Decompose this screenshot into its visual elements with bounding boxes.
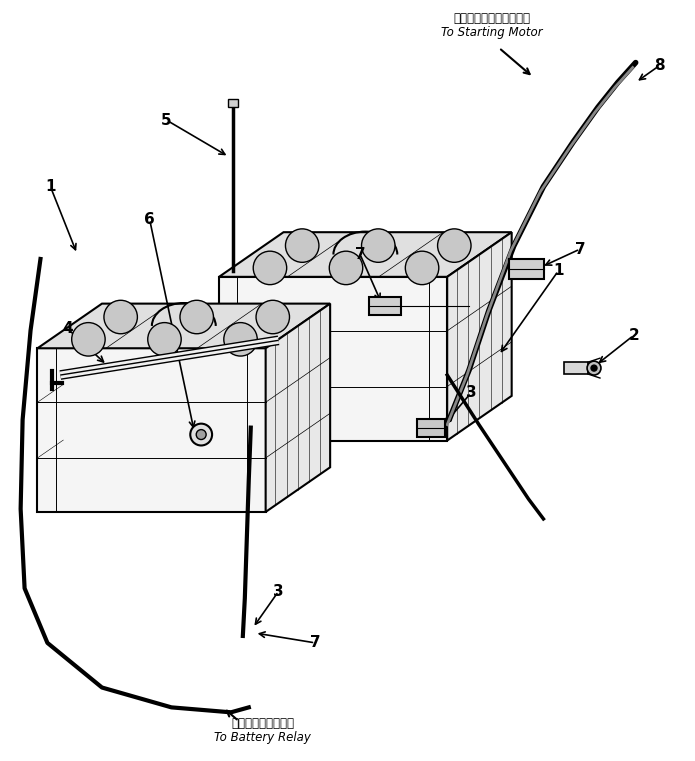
Text: スターティングモータへ: スターティングモータへ [453, 12, 530, 25]
Text: 7: 7 [354, 247, 365, 262]
Circle shape [591, 365, 597, 371]
Text: 6: 6 [145, 212, 155, 227]
Bar [418, 419, 445, 437]
Text: 1: 1 [45, 179, 56, 194]
Bar [369, 297, 400, 314]
Polygon shape [265, 304, 330, 512]
Text: 8: 8 [654, 58, 665, 73]
Circle shape [104, 301, 138, 334]
Text: To Battery Relay: To Battery Relay [214, 731, 311, 743]
Circle shape [148, 323, 181, 356]
Text: バッテリーリレーへ: バッテリーリレーへ [231, 717, 294, 730]
Circle shape [286, 229, 319, 263]
Circle shape [405, 251, 439, 285]
Text: 7: 7 [310, 635, 320, 651]
Circle shape [224, 323, 257, 356]
Text: 3: 3 [273, 584, 284, 599]
Text: 7: 7 [575, 241, 585, 256]
Circle shape [361, 229, 395, 263]
Text: 1: 1 [553, 263, 564, 279]
Polygon shape [38, 304, 330, 349]
Text: 4: 4 [62, 321, 72, 336]
Circle shape [190, 424, 212, 445]
Text: 2: 2 [628, 328, 639, 343]
Text: 3: 3 [466, 385, 476, 400]
Circle shape [180, 301, 213, 334]
Text: To Starting Motor: To Starting Motor [441, 27, 543, 40]
Circle shape [72, 323, 105, 356]
Polygon shape [38, 349, 265, 512]
Circle shape [587, 361, 601, 375]
Bar [228, 99, 238, 107]
Circle shape [329, 251, 363, 285]
Bar [564, 362, 588, 374]
Polygon shape [219, 232, 512, 277]
Polygon shape [447, 232, 512, 441]
Circle shape [438, 229, 471, 263]
Circle shape [196, 430, 206, 440]
Bar [509, 259, 544, 279]
Circle shape [253, 251, 287, 285]
Text: 5: 5 [161, 113, 172, 128]
Circle shape [256, 301, 290, 334]
Polygon shape [219, 277, 447, 441]
